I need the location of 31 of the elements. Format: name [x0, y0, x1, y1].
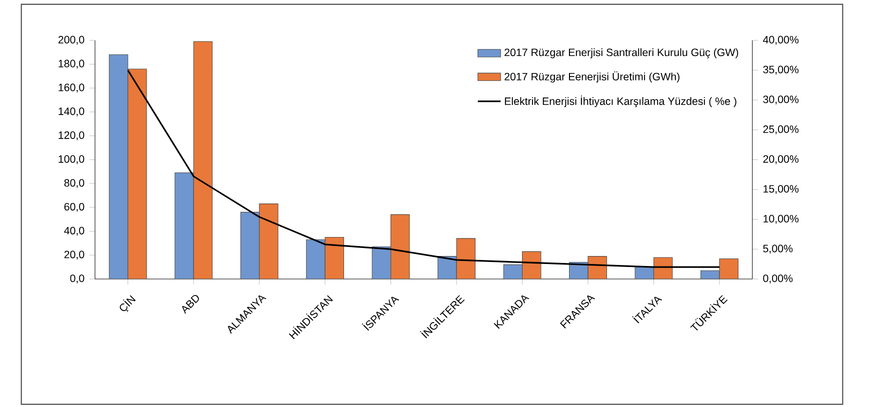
bar — [128, 68, 147, 279]
y-tick-label: 180,0 — [58, 60, 84, 69]
y2-tick-label: 30,00% — [763, 96, 799, 104]
y-tick-label: 20,0 — [64, 250, 84, 260]
y2-tick-label: 25,00% — [763, 125, 799, 134]
y2-tick-label: 15,00% — [764, 185, 799, 194]
y-tick-label: 200,0 — [58, 36, 84, 45]
y2-tick-label: 0,00% — [763, 274, 793, 284]
y2-tick-label: 5,00% — [763, 244, 793, 254]
legend-label: 2017 Rüzgar Enerjisi Santralleri Kurulu Güç (GW) — [504, 48, 738, 58]
bar — [259, 204, 278, 279]
y2-tick-label: 35,00% — [763, 66, 799, 75]
legend-label: Elektrik Enerjisi İhtiyacı Karşılama Yüzdesi ( %e ) — [504, 96, 736, 108]
bar — [324, 236, 344, 279]
y-tick-label: 100,0 — [58, 155, 84, 164]
bar — [193, 41, 213, 279]
y-tick-label: 120,0 — [58, 131, 84, 140]
y-tick-label: 80,0 — [64, 179, 84, 188]
y-tick-label: 60,0 — [64, 202, 84, 212]
y-tick-label: 0,0 — [70, 274, 84, 284]
bar — [456, 238, 476, 279]
y-tick-label: 40,0 — [64, 226, 84, 236]
y-tick-label: 160,0 — [58, 84, 84, 92]
legend-label: 2017 Rüzgar Eenerjisi Üretimi (GWh) — [504, 71, 680, 83]
bar — [719, 258, 738, 279]
bar — [390, 214, 410, 279]
y2-tick-label: 10,00% — [764, 214, 799, 224]
y2-tick-label: 40,00% — [762, 36, 799, 45]
y2-tick-label: 20,00% — [763, 155, 799, 164]
x-tick-label: ÇİN — [120, 295, 136, 312]
y-tick-label: 140,0 — [58, 108, 84, 116]
